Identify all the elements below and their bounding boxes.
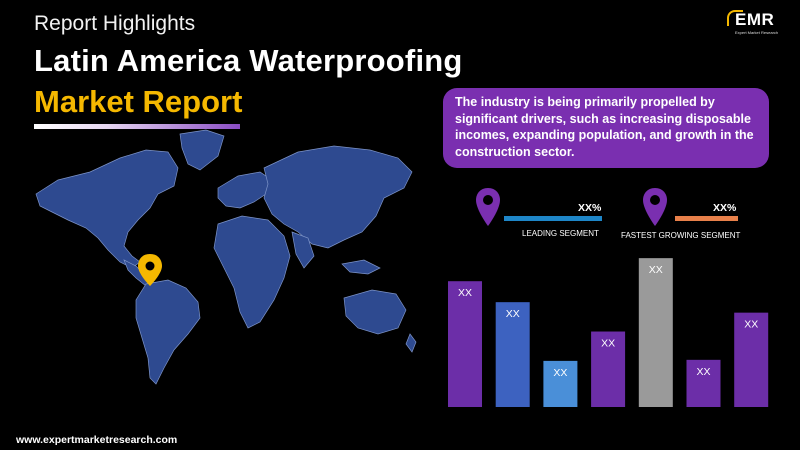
leading-segment-label: LEADING SEGMENT [522,229,599,238]
map-asia [263,145,413,249]
map-new-zealand [405,333,417,353]
bar-label-3: XX [553,367,567,379]
bar-1 [448,281,482,407]
bar-6 [686,359,721,407]
map-africa [213,215,291,329]
map-south-america [135,279,201,385]
map-location-pin-icon [138,254,162,286]
footer-url[interactable]: www.expertmarketresearch.com [16,434,178,446]
fastest-segment-value: XX% [713,202,737,214]
bar-label-6: XX [696,366,710,378]
bar-label-7: XX [744,319,758,331]
logo-subtext: Expert Market Research [735,30,779,35]
emr-logo[interactable]: EMR Expert Market Research [727,10,779,38]
bar-5 [638,258,673,407]
leading-segment-value: XX% [578,202,602,214]
map-indonesia [341,259,381,275]
map-australia [343,289,407,335]
logo-arc-icon [727,10,743,26]
fastest-segment-line [675,216,738,221]
location-pin-icon [643,188,667,226]
bar-label-1: XX [458,287,472,299]
map-greenland [179,129,225,171]
world-map [35,129,417,385]
map-india [291,231,315,269]
bar-3 [543,360,578,407]
bar-4 [591,331,626,407]
map-europe [217,171,273,209]
leading-segment-line [504,216,602,221]
map-north-america [35,149,179,269]
bar-7 [734,312,769,407]
highlight-callout: The industry is being primarily propelle… [443,88,769,168]
title-underline [34,124,240,129]
report-kicker: Report Highlights [34,12,196,35]
bar-2 [495,302,530,407]
location-pin-icon [476,188,500,226]
bar-label-4: XX [601,338,615,350]
bar-label-2: XX [506,308,520,320]
bar-chart: XX XX XX XX XX XX XX [448,258,769,407]
logo-text: EMR [735,10,775,29]
page-title-line1: Latin America Waterproofing [34,43,463,78]
page-title-line2: Market Report [34,84,243,119]
fastest-segment-label: FASTEST GROWING SEGMENT [621,231,741,240]
bar-label-5: XX [649,264,663,276]
